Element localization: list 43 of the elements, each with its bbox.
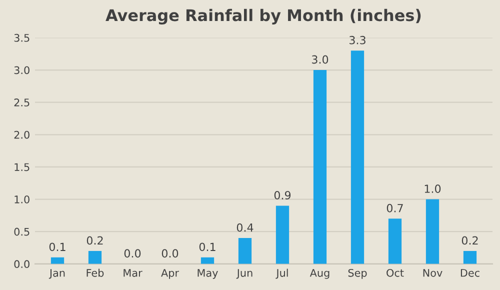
x-tick-label: Aug xyxy=(310,269,330,279)
y-tick-label: 2.0 xyxy=(14,130,30,139)
x-tick-label: Jan xyxy=(48,269,65,279)
x-tick-label: Feb xyxy=(86,268,104,277)
bar xyxy=(200,257,214,264)
data-label: 0.7 xyxy=(386,204,403,212)
x-tick-label: Nov xyxy=(423,269,442,277)
data-label: 0.0 xyxy=(162,249,178,258)
data-label: 0.1 xyxy=(199,242,216,252)
data-label: 0.4 xyxy=(236,223,254,232)
bar xyxy=(463,250,477,264)
y-tick-label: 3.0 xyxy=(14,66,30,74)
y-tick-label: 3.5 xyxy=(14,34,30,42)
y-tick-label: 2.5 xyxy=(14,98,30,106)
data-label: 1.0 xyxy=(424,184,441,193)
bar xyxy=(350,50,364,264)
x-tick-label: May xyxy=(198,269,218,279)
y-tick-label: 0.0 xyxy=(14,260,30,268)
data-label: 0.1 xyxy=(49,242,66,252)
chart-title: Average Rainfall by Month (inches) xyxy=(106,8,421,24)
x-tick-label: Apr xyxy=(161,269,180,279)
bar xyxy=(313,70,327,264)
bar xyxy=(238,238,252,264)
x-tick-label: Jun xyxy=(236,269,252,279)
data-label: 0.2 xyxy=(462,236,478,245)
data-label: 0.0 xyxy=(124,249,141,258)
data-label: 3.3 xyxy=(350,36,366,44)
bar xyxy=(388,218,402,264)
x-tick-label: Oct xyxy=(386,268,404,277)
y-tick-label: 0.5 xyxy=(14,228,30,236)
x-tick-label: Sep xyxy=(348,268,367,279)
x-tick-label: Dec xyxy=(460,269,480,277)
bar xyxy=(50,257,64,264)
x-tick-label: Jul xyxy=(276,268,288,279)
data-label: 0.9 xyxy=(274,191,291,200)
x-tick-label: Mar xyxy=(124,269,142,277)
y-tick-label: 1.5 xyxy=(14,163,30,172)
data-label: 3.0 xyxy=(312,55,328,64)
data-label: 0.2 xyxy=(86,236,103,245)
bar xyxy=(276,206,290,264)
bar xyxy=(426,199,440,264)
y-tick-label: 1.0 xyxy=(14,196,30,204)
bar xyxy=(88,250,102,264)
